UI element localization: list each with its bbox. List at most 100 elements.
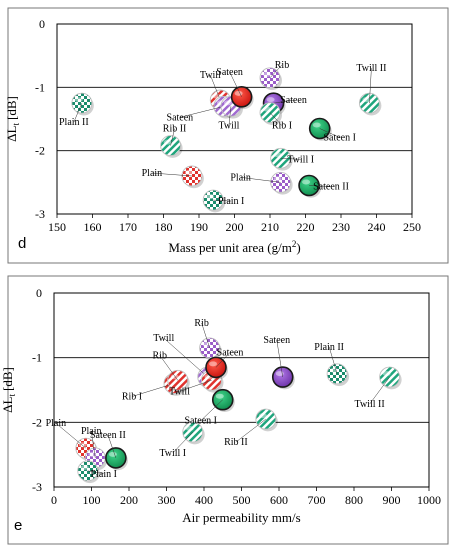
point-leader — [91, 430, 96, 458]
point-leader — [107, 434, 117, 458]
point-highlight — [362, 97, 371, 103]
x-tick-label: 180 — [155, 220, 173, 234]
x-tick-label: 800 — [345, 493, 363, 507]
point-label: Plain I — [218, 196, 244, 207]
point-label: Sateen — [280, 95, 307, 106]
point-leader — [172, 431, 193, 454]
point-highlight — [302, 179, 311, 185]
data-point: Rib — [194, 318, 222, 361]
point-label: Plain — [81, 426, 102, 437]
data-point: Plain — [230, 171, 293, 195]
x-tick-label: 300 — [158, 493, 176, 507]
point-leader — [163, 337, 208, 378]
data-point: Sateen II — [90, 430, 128, 471]
point-leader — [170, 128, 175, 146]
data-point: Plain II — [314, 342, 350, 387]
point-leader — [280, 158, 301, 160]
data-point: Twill I — [270, 147, 314, 171]
point-label: Rib — [194, 318, 208, 329]
point-label: Rib II — [224, 437, 248, 448]
data-point: Plain — [142, 165, 204, 189]
point-highlight — [273, 152, 282, 158]
panel-tag: e — [14, 517, 22, 534]
y-tick-label: 0 — [36, 286, 42, 300]
data-point: Plain I — [77, 460, 117, 484]
data-point: Sateen — [205, 347, 244, 380]
point-leader — [179, 380, 212, 392]
point-label: Twill — [218, 120, 239, 131]
data-point: Rib — [259, 60, 289, 91]
x-tick-label: 0 — [51, 493, 57, 507]
data-point: Rib I — [259, 102, 292, 132]
point-label: Rib I — [122, 392, 142, 403]
point-label: Plain — [230, 172, 251, 183]
y-axis-label-sub: t — [7, 394, 17, 397]
x-axis-label-main: Air permeability mm/s — [182, 510, 300, 525]
chart-panel-e: 0 -1 -2 -3 0 100 200 300 400 500 600 700 800 900 1000 A… — [0, 275, 449, 545]
point-leader — [309, 185, 332, 187]
point-leader — [131, 383, 175, 397]
point-label: Sateen — [217, 347, 244, 358]
point-highlight — [206, 194, 215, 200]
point-highlight — [74, 97, 83, 103]
data-point: Sateen I — [308, 117, 356, 144]
x-tick-label: 400 — [195, 493, 213, 507]
point-highlight — [88, 451, 97, 457]
y-axis-label-main: ΔL — [4, 125, 19, 141]
point-highlight — [80, 464, 89, 470]
point-highlight — [234, 90, 243, 96]
chart-frame — [7, 275, 449, 545]
point-leader — [210, 74, 221, 101]
x-axis-label-main: Mass per unit area (g/m — [168, 240, 291, 255]
point-leader — [179, 106, 224, 118]
x-tick-label: 1000 — [417, 493, 441, 507]
point-leader — [73, 103, 83, 123]
y-axis-label-main: ΔL — [0, 396, 15, 412]
point-leader — [328, 346, 338, 374]
point-highlight — [263, 106, 271, 112]
y-axis-label-sub: t — [11, 123, 21, 126]
data-point: Twill II — [356, 63, 386, 116]
point-leader — [200, 399, 223, 421]
point-label: Twill I — [159, 448, 186, 459]
point-label: Twill I — [287, 154, 314, 165]
point-label: Sateen — [216, 67, 243, 78]
point-leader — [273, 99, 294, 104]
data-point: Rib II — [160, 124, 186, 158]
plot-area — [56, 23, 413, 215]
y-tick-label: 0 — [39, 17, 45, 31]
x-tick-label: 200 — [226, 220, 244, 234]
x-tick-label: 240 — [368, 220, 386, 234]
y-tick-label: -3 — [32, 480, 42, 494]
point-highlight — [312, 122, 321, 128]
point-leader — [369, 376, 390, 405]
y-tick-label: -1 — [35, 80, 45, 94]
data-point: Twill I — [159, 421, 205, 459]
x-tick-label: 150 — [48, 220, 66, 234]
point-label: Plain I — [91, 469, 117, 480]
point-highlight — [223, 100, 232, 106]
point-label: Twill II — [355, 399, 385, 410]
point-leader — [369, 68, 372, 104]
data-point: Sateen — [216, 67, 254, 110]
point-highlight — [163, 139, 172, 145]
point-label: Sateen I — [323, 133, 356, 144]
data-point: Sateen II — [298, 174, 349, 198]
point-label: Plain II — [59, 117, 89, 128]
x-tick-label: 250 — [403, 220, 421, 234]
point-label: Sateen I — [185, 416, 218, 427]
point-highlight — [215, 393, 224, 399]
point-label: Rib — [275, 60, 289, 71]
point-highlight — [170, 374, 179, 380]
point-highlight — [78, 442, 87, 448]
point-highlight — [330, 367, 339, 373]
point-label: Plain — [46, 418, 67, 429]
x-tick-label: 500 — [233, 493, 251, 507]
y-axis-label: ΔLt [dB] — [4, 96, 21, 142]
x-tick-label: 700 — [308, 493, 326, 507]
point-label: Sateen — [167, 112, 194, 123]
point-highlight — [184, 170, 193, 175]
point-leader — [269, 112, 283, 126]
point-highlight — [273, 176, 282, 182]
